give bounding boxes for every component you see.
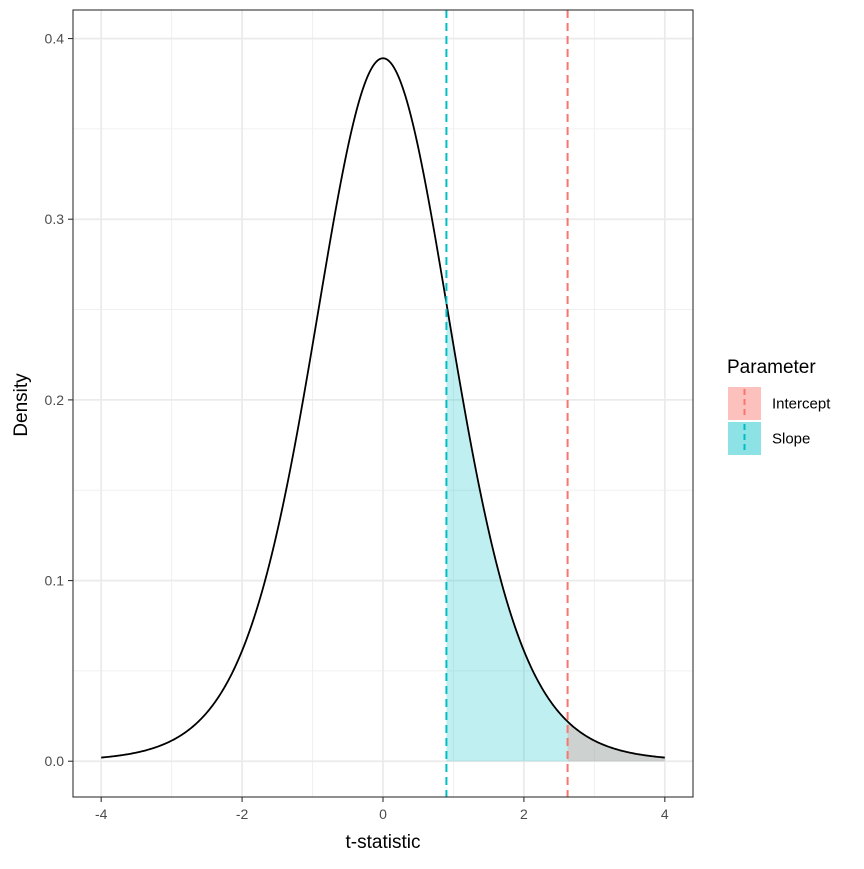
x-tick-label: 0	[379, 806, 387, 822]
y-tick-label: 0.2	[45, 392, 65, 408]
shaded-areas	[446, 303, 665, 762]
density-curve	[101, 57, 665, 759]
legend-keys: Intercept Slope	[728, 387, 831, 455]
legend-label-slope: Slope	[772, 431, 810, 448]
x-tick-label: -4	[95, 806, 108, 822]
y-tick-label: 0.0	[45, 753, 65, 769]
y-axis-title: Density	[11, 373, 32, 437]
x-tick-label: 4	[661, 806, 669, 822]
x-tick-label: -2	[236, 806, 249, 822]
grid-major	[73, 10, 693, 797]
legend-label-intercept: Intercept	[772, 396, 831, 413]
legend-title: Parameter	[727, 357, 816, 378]
shaded-area-slope	[446, 303, 665, 762]
x-axis-title: t-statistic	[346, 832, 421, 853]
x-tick-label: 2	[520, 806, 528, 822]
y-tick-label: 0.3	[45, 211, 65, 227]
curve-layer	[101, 57, 665, 759]
y-tick-label: 0.1	[45, 573, 65, 589]
shaded-area-intercept	[567, 721, 665, 762]
legend: Parameter Intercept Slope	[727, 357, 831, 455]
y-tick-label: 0.4	[45, 31, 65, 47]
x-axis: -4 -2 0 2 4	[95, 797, 669, 822]
reference-lines	[445, 10, 569, 797]
y-axis: 0.0 0.1 0.2 0.3 0.4	[45, 31, 73, 769]
